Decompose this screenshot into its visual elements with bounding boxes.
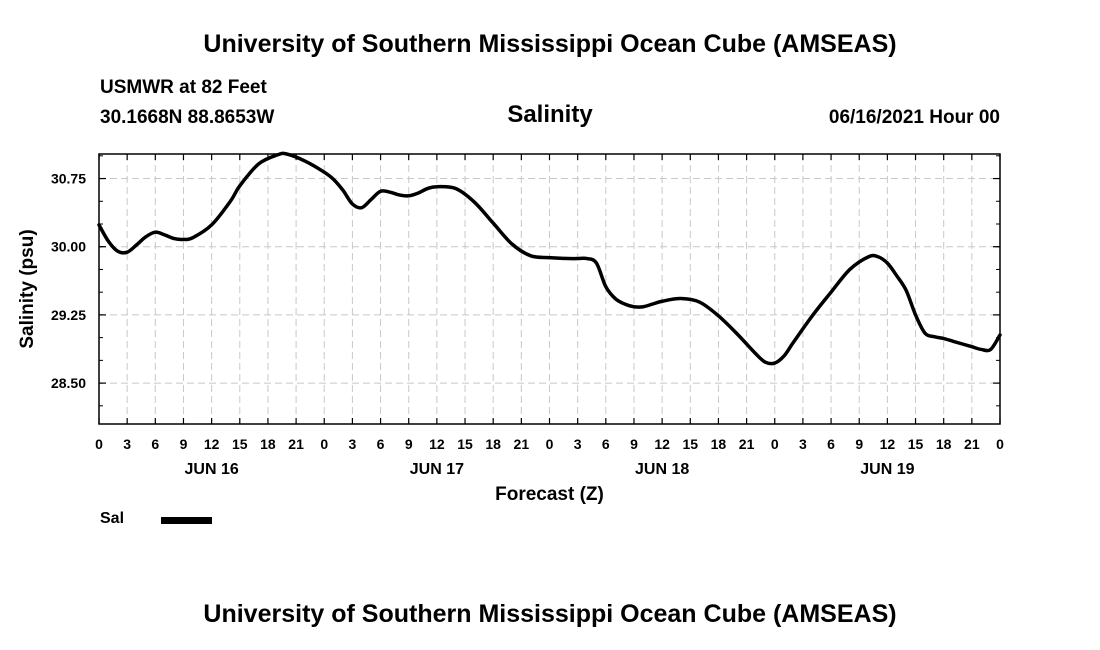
x-tick-label: 0 [320, 436, 328, 452]
x-tick-label: 21 [739, 436, 755, 452]
x-tick-label: 3 [574, 436, 582, 452]
x-tick-label: 15 [682, 436, 698, 452]
plot-frame [98, 153, 1001, 425]
legend-line-swatch [161, 517, 212, 524]
chart-title: Salinity [507, 101, 593, 128]
y-axis-label: Salinity (psu) [17, 229, 38, 348]
x-tick-label: 6 [602, 436, 610, 452]
legend-label: Sal [100, 510, 125, 527]
x-tick-label: 9 [180, 436, 188, 452]
x-day-label: JUN 16 [185, 461, 239, 478]
x-tick-label: 12 [880, 436, 896, 452]
bottom-title: University of Southern Mississippi Ocean… [203, 600, 897, 628]
y-tick-label: 30.75 [51, 171, 86, 187]
x-tick-label: 6 [377, 436, 385, 452]
x-tick-label: 15 [232, 436, 248, 452]
x-tick-label: 3 [123, 436, 131, 452]
y-tick-label: 29.25 [51, 307, 86, 323]
x-tick-label: 18 [711, 436, 727, 452]
x-tick-label: 21 [514, 436, 530, 452]
chart-grid [99, 154, 1000, 424]
x-tick-label: 18 [485, 436, 501, 452]
x-tick-label: 21 [288, 436, 304, 452]
x-tick-label: 6 [151, 436, 159, 452]
chart-tick-labels: 0 3 6 9 12 15 18 21 0 3 6 9 12 15 18 21 0 3 6 9 12 15 18 21 0 3 6 9… [51, 171, 1004, 478]
x-tick-label: 18 [260, 436, 276, 452]
x-tick-label: 18 [936, 436, 952, 452]
x-tick-label: 9 [630, 436, 638, 452]
x-tick-label: 15 [908, 436, 924, 452]
y-tick-label: 30.00 [51, 239, 86, 255]
x-tick-label: 0 [771, 436, 779, 452]
x-tick-label: 3 [349, 436, 357, 452]
x-tick-label: 6 [827, 436, 835, 452]
x-day-label: JUN 17 [410, 461, 464, 478]
x-day-label: JUN 19 [860, 461, 914, 478]
x-tick-label: 12 [654, 436, 670, 452]
top-title: University of Southern Mississippi Ocean… [203, 30, 897, 58]
x-axis-label: Forecast (Z) [495, 484, 604, 505]
x-tick-label: 9 [855, 436, 863, 452]
coordinates-label: 30.1668N 88.8653W [100, 107, 275, 128]
x-tick-label: 0 [546, 436, 554, 452]
y-tick-label: 28.50 [51, 375, 86, 391]
station-label: USMWR at 82 Feet [100, 77, 267, 98]
x-tick-label: 9 [405, 436, 413, 452]
x-tick-label: 21 [964, 436, 980, 452]
forecast-date-label: 06/16/2021 Hour 00 [828, 107, 1000, 128]
x-day-label: JUN 18 [635, 461, 689, 478]
x-tick-label: 0 [996, 436, 1004, 452]
x-tick-label: 3 [799, 436, 807, 452]
x-tick-label: 12 [204, 436, 220, 452]
salinity-series-line [97, 151, 1002, 366]
x-tick-label: 0 [95, 436, 103, 452]
x-tick-label: 12 [429, 436, 445, 452]
x-tick-label: 15 [457, 436, 473, 452]
